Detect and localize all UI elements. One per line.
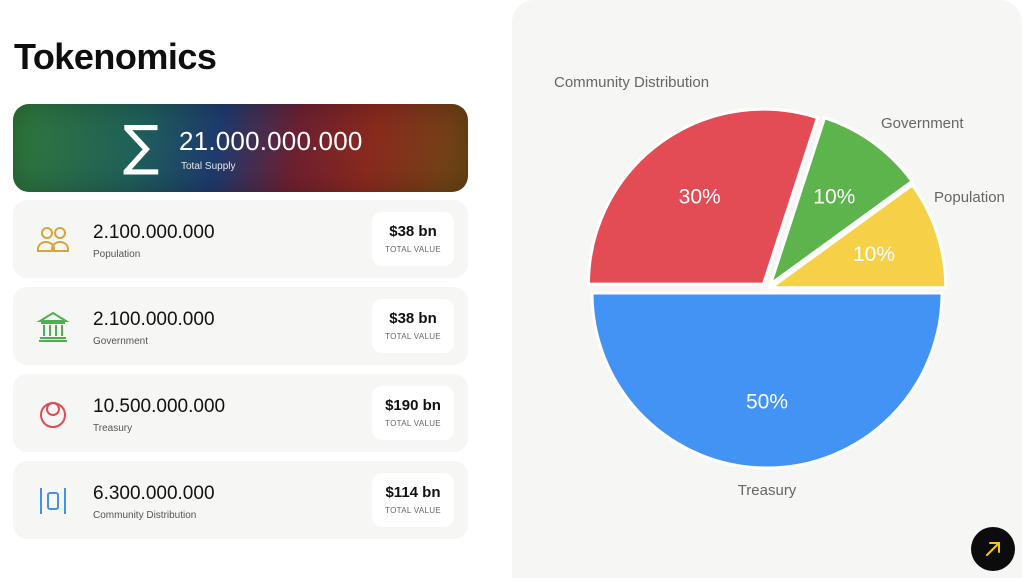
allocation-name: Community Distribution — [93, 510, 197, 521]
total-supply-label: Total Supply — [181, 161, 236, 172]
total-value-label: TOTAL VALUE — [385, 506, 441, 515]
allocation-row-community: 6.300.000.000 Community Distribution $11… — [13, 461, 468, 539]
pie-slice-treasury — [590, 291, 944, 470]
chart-panel: 50% Treasury 30% Community Distribution 10% G… — [512, 0, 1022, 578]
allocation-amount: 2.100.000.000 — [93, 309, 215, 330]
pie-slice-label: 10% — [853, 243, 895, 266]
pie-category-label: Community Distribution — [554, 74, 709, 91]
total-value-label: TOTAL VALUE — [385, 245, 441, 254]
allocation-amount: 10.500.000.000 — [93, 396, 226, 417]
total-value-label: TOTAL VALUE — [385, 419, 441, 428]
allocation-row-government: 2.100.000.000 Government $38 bn TOTAL VA… — [13, 287, 468, 365]
pie-slice-community-distribution — [586, 107, 820, 286]
total-value: $38 bn — [389, 223, 437, 240]
total-supply-card: ∑ 21.000.000.000 Total Supply — [13, 104, 468, 192]
total-value: $190 bn — [385, 397, 441, 414]
total-value-box: $114 bn TOTAL VALUE — [372, 473, 454, 527]
pie-slice-government — [767, 115, 915, 289]
allocation-name: Treasury — [93, 423, 133, 434]
allocation-row-population: 2.100.000.000 Population $38 bn TOTAL VA… — [13, 200, 468, 278]
total-supply-amount: 21.000.000.000 — [179, 126, 363, 156]
page-title: Tokenomics — [14, 36, 217, 77]
total-value: $38 bn — [389, 310, 437, 327]
allocation-pie-chart: 50% Treasury 30% Community Distribution 10% G… — [554, 74, 1005, 499]
total-value: $114 bn — [385, 484, 441, 501]
bank-icon — [36, 311, 70, 342]
pie-slice-label: 50% — [746, 391, 788, 414]
arrow-up-right-icon — [986, 542, 1000, 556]
allocation-amount: 6.300.000.000 — [93, 483, 215, 504]
people-icon — [37, 227, 69, 252]
total-value-label: TOTAL VALUE — [385, 332, 441, 341]
pie-category-label: Population — [934, 189, 1005, 206]
pie-category-label: Government — [881, 115, 964, 132]
pie-slice-label: 10% — [813, 185, 855, 208]
treasury-icon — [40, 402, 66, 428]
sigma-icon: ∑ — [123, 114, 160, 177]
pie-slice-population — [766, 182, 948, 290]
allocation-row-treasury: 10.500.000.000 Treasury $190 bn TOTAL VA… — [13, 374, 468, 452]
total-value-box: $190 bn TOTAL VALUE — [372, 386, 454, 440]
pie-slice-label: 30% — [679, 185, 721, 208]
allocation-name: Government — [93, 336, 149, 347]
allocation-amount: 2.100.000.000 — [93, 222, 215, 243]
open-link-button[interactable] — [971, 527, 1015, 571]
columns-icon — [40, 488, 66, 514]
total-value-box: $38 bn TOTAL VALUE — [372, 212, 454, 266]
total-value-box: $38 bn TOTAL VALUE — [372, 299, 454, 353]
pie-category-label: Treasury — [738, 482, 797, 499]
allocation-name: Population — [93, 249, 141, 260]
